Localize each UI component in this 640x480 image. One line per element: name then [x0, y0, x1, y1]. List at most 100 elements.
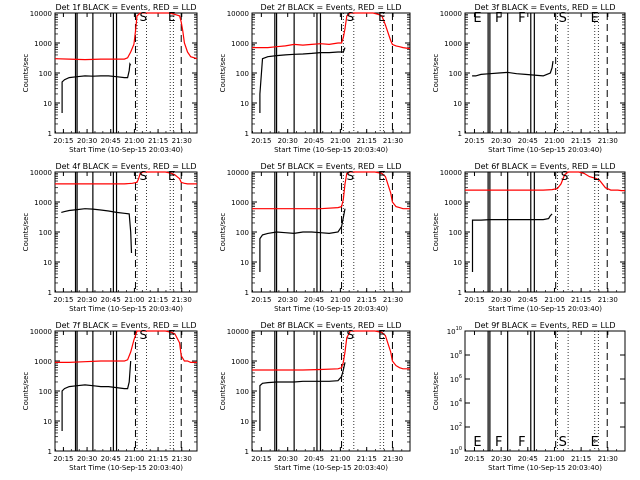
flare-letter: S: [140, 10, 148, 24]
plot-frame: [251, 330, 411, 452]
xtick-label: 20:15: [251, 137, 271, 145]
xtick-label: 20:30: [77, 137, 97, 145]
xtick-label: 21:30: [598, 296, 618, 304]
flare-letter: E: [168, 328, 176, 342]
y-axis-label: Counts/sec: [219, 372, 227, 411]
ytick-label: 10000: [30, 169, 52, 177]
series-lld-red: [55, 330, 197, 363]
xtick-label: 21:15: [357, 296, 377, 304]
xtick-label: 21:00: [544, 296, 564, 304]
flare-letter: E: [473, 11, 481, 26]
x-axis-label: Start Time (10-Sep-15 20:03:40): [274, 146, 388, 154]
panel-det-5: Det 5f BLACK = Events, RED = LLD 1 10 100 10…: [219, 162, 411, 313]
ytick-label: 1: [48, 448, 52, 456]
flare-letter: E: [473, 435, 481, 450]
xtick-label: 21:00: [544, 455, 564, 463]
ytick-exponent: 8: [459, 350, 462, 356]
ytick-label: 10: [43, 100, 52, 108]
flare-letter: S: [140, 169, 148, 183]
ytick-label: 100: [39, 70, 52, 78]
panel-det-3: Det 3f BLACK = Events, RED = LLD 1 10 100 10…: [432, 3, 626, 154]
xtick-label: 21:00: [124, 296, 144, 304]
xtick-label: 21:30: [383, 455, 403, 463]
xtick-label: 21:00: [544, 137, 564, 145]
xtick-label: 21:30: [383, 296, 403, 304]
series-events-black: [259, 208, 346, 272]
y-axis-label: Counts/sec: [22, 54, 30, 93]
xtick-label: 20:30: [77, 296, 97, 304]
xtick-label: 21:15: [571, 296, 591, 304]
y-axis-label: Counts/sec: [432, 372, 440, 411]
xtick-label: 20:30: [278, 137, 298, 145]
xtick-label: 21:15: [571, 137, 591, 145]
xtick-label: 20:45: [101, 137, 121, 145]
ytick-label: 1: [458, 289, 462, 297]
xtick-label: 21:00: [124, 455, 144, 463]
series-lld-red: [54, 12, 198, 61]
xtick-label: 20:15: [251, 296, 271, 304]
xtick-label: 21:30: [598, 137, 618, 145]
xtick-label: 20:30: [491, 296, 511, 304]
xtick-label: 20:15: [464, 137, 484, 145]
x-axis-label: Start Time (10-Sep-15 20:03:40): [69, 146, 183, 154]
panel-title: Det 9f BLACK = Events, RED = LLD: [474, 321, 615, 330]
series-lld-red: [252, 330, 410, 371]
y-axis-label: Counts/sec: [22, 372, 30, 411]
xtick-label: 20:45: [304, 137, 324, 145]
ytick-label: 1: [245, 448, 249, 456]
ytick-label: 100: [236, 70, 249, 78]
flare-letter: S: [559, 11, 567, 26]
ytick-label: 102: [450, 422, 462, 432]
series-lld-red: [465, 171, 625, 192]
flare-letter: E: [378, 328, 386, 342]
xtick-label: 21:00: [124, 137, 144, 145]
xtick-label: 20:30: [491, 137, 511, 145]
xtick-label: 20:15: [53, 296, 73, 304]
x-axis-label: Start Time (10-Sep-15 20:03:40): [274, 305, 388, 313]
xtick-label: 20:45: [518, 296, 538, 304]
panel-det-7: Det 7f BLACK = Events, RED = LLD 1 10 100 10…: [22, 321, 198, 472]
x-axis-label: Start Time (10-Sep-15 20:03:40): [69, 305, 183, 313]
ytick-label: 104: [450, 398, 462, 408]
ytick-label: 10000: [227, 169, 249, 177]
flare-letter: F: [495, 435, 502, 450]
flare-letter: S: [140, 328, 148, 342]
y-axis-label: Counts/sec: [219, 213, 227, 252]
flare-letter: E: [593, 169, 601, 183]
xtick-label: 21:15: [357, 455, 377, 463]
ytick-label: 100: [236, 388, 249, 396]
xtick-label: 21:30: [598, 455, 618, 463]
ytick-label: 1: [458, 130, 462, 138]
ytick-exponent: 6: [459, 374, 462, 380]
xtick-label: 21:15: [571, 455, 591, 463]
panel-det-8: Det 8f BLACK = Events, RED = LLD 1 10 100 10…: [219, 321, 411, 472]
flare-letter: E: [378, 10, 386, 24]
xtick-label: 20:15: [464, 455, 484, 463]
panel-title: Det 6f BLACK = Events, RED = LLD: [474, 162, 615, 171]
series-events-black: [61, 360, 132, 431]
x-axis-label: Start Time (10-Sep-15 20:03:40): [274, 464, 388, 472]
ytick-label: 1: [245, 289, 249, 297]
ytick-label: 1000: [34, 199, 52, 207]
ytick-label: 10000: [30, 10, 52, 18]
panel-det-9: Det 9f BLACK = Events, RED = LLD10010210…: [432, 321, 626, 472]
xtick-label: 20:15: [53, 455, 73, 463]
xtick-label: 21:00: [330, 137, 350, 145]
ytick-label: 10: [43, 418, 52, 426]
ytick-label: 10000: [30, 328, 52, 336]
y-axis-label: Counts/sec: [432, 213, 440, 252]
panel-title: Det 4f BLACK = Events, RED = LLD: [55, 162, 196, 171]
ytick-label: 10: [43, 259, 52, 267]
y-axis-label: Counts/sec: [22, 213, 30, 252]
xtick-label: 20:45: [101, 455, 121, 463]
xtick-label: 21:15: [148, 296, 168, 304]
xtick-label: 20:30: [77, 455, 97, 463]
xtick-label: 21:30: [172, 296, 192, 304]
series-events-black: [259, 362, 346, 431]
ytick-label: 1: [245, 130, 249, 138]
series-events-black: [471, 213, 553, 272]
xtick-label: 21:15: [148, 455, 168, 463]
ytick-exponent: 4: [459, 398, 462, 404]
ytick-label: 100: [39, 229, 52, 237]
panel-title: Det 2f BLACK = Events, RED = LLD: [260, 3, 401, 12]
